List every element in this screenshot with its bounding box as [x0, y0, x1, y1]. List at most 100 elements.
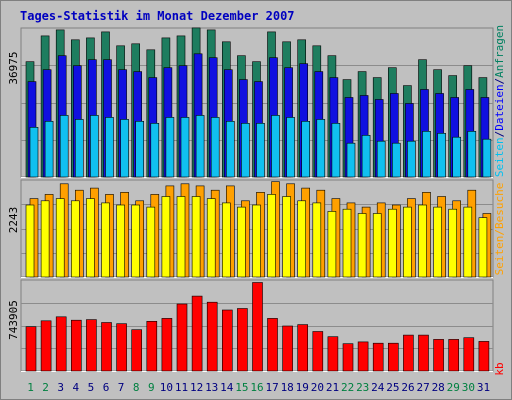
day-label-20: 20: [311, 381, 324, 394]
traffic-legend-part-0: kb: [493, 362, 506, 375]
traffic-bar-kb-day-7: [116, 323, 127, 372]
traffic-bar-kb-day-20: [312, 331, 324, 372]
visits-bar-seiten-day-3: [55, 198, 65, 278]
traffic-bar-kb-day-25: [387, 342, 399, 372]
traffic-bar-kb-day-31: [478, 341, 490, 372]
traffic-bar-kb-day-24: [372, 342, 384, 372]
requests-panel: 36975: [7, 27, 494, 178]
requests-legend-part-0: Seiten: [493, 137, 506, 177]
requests-bar-seiten-day-26: [407, 140, 416, 178]
traffic-bar-kb-day-8: [131, 329, 142, 372]
visits-bar-seiten-day-18: [282, 196, 291, 278]
traffic-bar-kb-day-2: [40, 320, 52, 372]
day-label-31: 31: [477, 381, 490, 394]
visits-bar-seiten-day-10: [161, 196, 171, 278]
day-label-27: 27: [416, 381, 429, 394]
requests-ymax-label: 36975: [7, 51, 20, 84]
day-label-14: 14: [220, 381, 234, 394]
visits-bar-seiten-day-11: [176, 196, 186, 278]
traffic-bar-kb-day-17: [267, 318, 278, 372]
visits-bar-seiten-day-8: [131, 204, 140, 278]
chart-panels: 36975 2243 743905: [7, 27, 494, 372]
traffic-bar-kb-day-30: [463, 337, 475, 372]
traffic-bar-kb-day-6: [101, 322, 112, 372]
requests-bar-seiten-day-18: [286, 117, 295, 178]
day-label-29: 29: [447, 381, 460, 394]
visits-bar-seiten-day-27: [418, 204, 427, 278]
day-label-3: 3: [57, 381, 64, 394]
traffic-bar-kb-day-18: [282, 325, 293, 372]
day-label-10: 10: [160, 381, 173, 394]
day-label-22: 22: [341, 381, 354, 394]
day-label-30: 30: [462, 381, 475, 394]
requests-bar-seiten-day-7: [120, 119, 129, 178]
day-label-26: 26: [401, 381, 414, 394]
traffic-panel: 743905: [7, 279, 494, 372]
visits-bar-seiten-day-16: [252, 204, 261, 278]
requests-bar-seiten-day-6: [105, 117, 114, 178]
traffic-bar-kb-day-22: [342, 343, 354, 372]
requests-legend-part-2: Dateien: [493, 84, 506, 130]
traffic-bar-kb-day-26: [403, 334, 414, 372]
requests-bar-seiten-day-22: [346, 142, 356, 178]
requests-bar-seiten-day-27: [422, 131, 431, 178]
traffic-bar-kb-day-21: [327, 336, 339, 372]
traffic-ymax-label: 743905: [7, 300, 20, 340]
visits-panel: 2243: [7, 179, 494, 278]
day-axis: 1 2 3 4 5 6 7 8 9 10 11 12 13 14 15 16 17 18 19 20 21 22 23 24 2…: [27, 381, 490, 394]
requests-legend-part-1: /: [493, 131, 506, 138]
traffic-bar-kb-day-11: [176, 303, 188, 372]
visits-bar-seiten-day-26: [403, 206, 412, 278]
day-label-4: 4: [72, 381, 79, 394]
traffic-bar-kb-day-19: [297, 324, 309, 372]
day-label-25: 25: [386, 381, 399, 394]
day-label-7: 7: [118, 381, 125, 394]
traffic-bar-kb-day-13: [206, 301, 218, 372]
requests-bar-seiten-day-11: [180, 117, 190, 178]
requests-bar-seiten-day-5: [90, 115, 99, 178]
visits-bar-seiten-day-20: [312, 202, 322, 278]
day-label-15: 15: [235, 381, 248, 394]
requests-bar-seiten-day-1: [29, 127, 39, 178]
traffic-bar-kb-day-10: [161, 318, 173, 372]
day-label-18: 18: [281, 381, 294, 394]
traffic-bar-kb-day-23: [357, 341, 369, 372]
day-label-12: 12: [190, 381, 203, 394]
requests-bar-seiten-day-9: [150, 123, 160, 178]
day-label-1: 1: [27, 381, 34, 394]
visits-bar-seiten-day-29: [448, 208, 458, 278]
day-label-23: 23: [356, 381, 369, 394]
day-label-5: 5: [88, 381, 95, 394]
visits-legend-part-1: /: [493, 229, 506, 236]
requests-bar-seiten-day-16: [256, 123, 265, 178]
traffic-bar-kb-day-29: [448, 339, 460, 372]
visits-bar-seiten-day-1: [25, 204, 35, 278]
visits-bar-seiten-day-23: [357, 213, 367, 278]
visits-bar-seiten-day-7: [116, 204, 125, 278]
visits-bar-seiten-day-5: [86, 198, 95, 278]
requests-bar-seiten-day-10: [165, 117, 175, 178]
traffic-bar-kb-day-5: [86, 319, 97, 372]
requests-bar-seiten-day-15: [241, 123, 250, 178]
visits-bar-seiten-day-6: [101, 202, 110, 278]
visits-bar-seiten-day-31: [478, 217, 488, 278]
requests-bar-seiten-day-23: [361, 135, 371, 178]
visits-bar-seiten-day-30: [463, 206, 473, 278]
traffic-bar-kb-day-1: [25, 326, 37, 372]
requests-bar-seiten-day-13: [210, 117, 220, 178]
day-label-16: 16: [250, 381, 263, 394]
requests-bar-seiten-day-17: [271, 115, 280, 178]
visits-legend-part-0: Seiten: [493, 236, 506, 276]
visits-bar-seiten-day-12: [191, 196, 201, 278]
requests-bar-seiten-day-24: [376, 140, 386, 178]
requests-legend: Seiten/Dateien/Anfragen: [493, 25, 506, 177]
requests-legend-part-3: /: [493, 78, 506, 85]
visits-bar-seiten-day-28: [433, 206, 442, 278]
visits-bar-seiten-day-17: [267, 194, 276, 278]
requests-bar-seiten-day-2: [44, 121, 54, 178]
day-label-21: 21: [326, 381, 339, 394]
requests-bar-seiten-day-8: [135, 121, 144, 178]
requests-bar-seiten-day-3: [59, 115, 69, 178]
requests-bar-seiten-day-31: [482, 138, 492, 178]
